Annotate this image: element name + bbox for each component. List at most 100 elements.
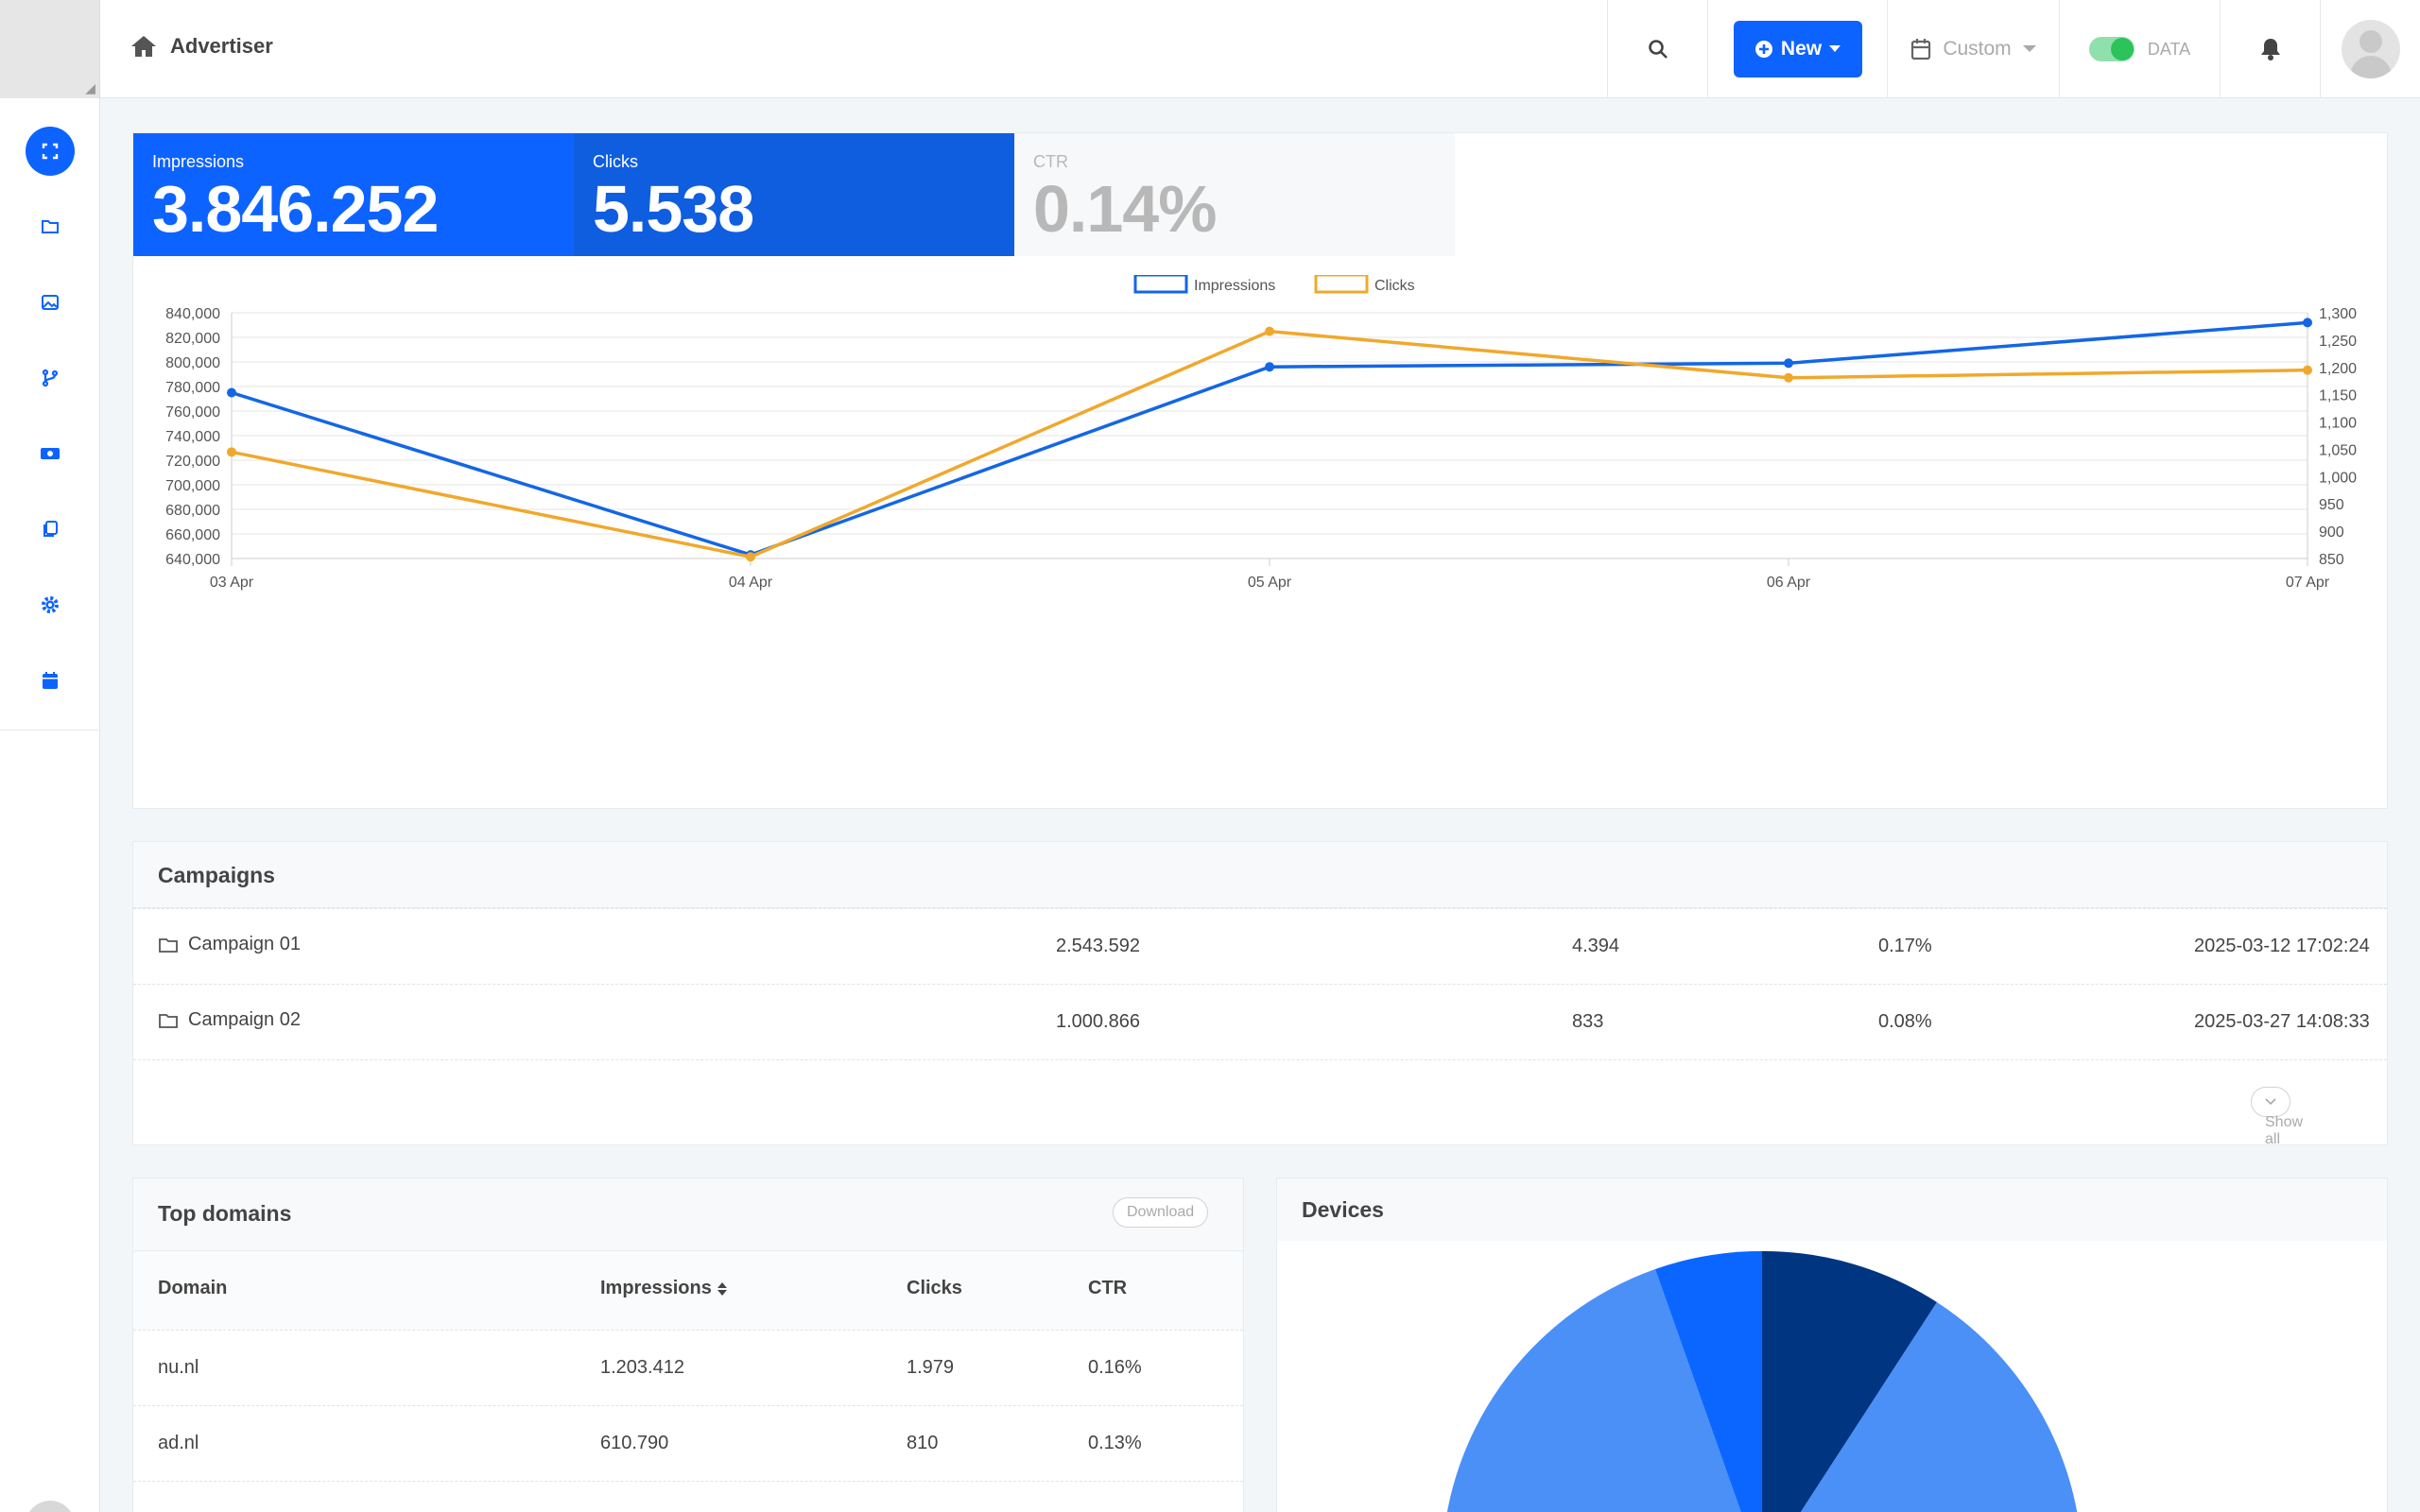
impressions-clicks-chart: 840,000 820,000 800,000 780,000 760,000 740,0… xyxy=(165,275,2357,591)
y-tick-left: 640,000 xyxy=(165,552,220,568)
devices-card: Devices xyxy=(1276,1177,2388,1512)
search-button[interactable] xyxy=(1607,0,1707,98)
data-point-clicks xyxy=(2303,365,2312,375)
stat-impressions[interactable]: Impressions 3.846.252 xyxy=(133,133,574,256)
stat-clicks[interactable]: Clicks 5.538 xyxy=(574,133,1014,256)
campaign-name[interactable]: Campaign 02 xyxy=(188,1009,301,1030)
data-point-impressions xyxy=(227,387,236,398)
user-avatar xyxy=(2341,20,2400,78)
y-tick-right: 950 xyxy=(2319,497,2344,513)
table-row[interactable]: nu.nl 1.203.412 1.979 0.16% xyxy=(133,1330,1243,1405)
download-label: Download xyxy=(1127,1204,1195,1220)
chevron-down-icon xyxy=(2265,1098,2276,1106)
campaign-impressions: 1.000.866 xyxy=(1056,1011,1140,1032)
new-button[interactable]: New xyxy=(1733,21,1862,77)
stat-value: 5.538 xyxy=(593,172,754,246)
sidebar-item-creatives[interactable] xyxy=(26,278,75,327)
y-tick-left: 740,000 xyxy=(165,429,220,445)
sidebar-item-copy[interactable] xyxy=(26,505,75,554)
pie-slice-2 xyxy=(1800,1302,2078,1512)
x-tick-label: 05 Apr xyxy=(1248,575,1292,591)
campaign-impressions: 2.543.592 xyxy=(1056,936,1140,956)
campaign-name[interactable]: Campaign 01 xyxy=(188,934,301,954)
stat-label: Impressions xyxy=(152,152,245,171)
legend-label: Impressions xyxy=(1194,278,1275,294)
copy-icon xyxy=(43,521,58,537)
folder-icon xyxy=(159,1013,178,1028)
domain-name: nu.nl xyxy=(158,1357,199,1378)
x-tick-label: 03 Apr xyxy=(210,575,254,591)
y-tick-right: 900 xyxy=(2319,524,2344,541)
domain-name: ad.nl xyxy=(158,1433,199,1453)
expand-icon xyxy=(42,143,59,160)
y-tick-left: 760,000 xyxy=(165,404,220,421)
money-bill-icon xyxy=(41,448,60,459)
data-point-clicks xyxy=(227,447,236,457)
toggle-switch[interactable] xyxy=(2088,37,2135,61)
bell-icon xyxy=(2260,39,2280,60)
y-tick-right: 1,100 xyxy=(2319,416,2357,432)
campaign-ctr: 0.17% xyxy=(1878,936,1932,956)
notifications-button[interactable] xyxy=(2220,0,2320,98)
campaigns-footer: Show all xyxy=(133,1059,2387,1147)
search-icon xyxy=(1648,40,1668,59)
data-point-clicks xyxy=(746,552,755,562)
data-point-impressions xyxy=(1784,358,1793,369)
devices-title: Devices xyxy=(1302,1197,1384,1222)
home-icon xyxy=(131,36,156,57)
domain-ctr: 0.13% xyxy=(1088,1433,1142,1453)
sidebar-item-campaigns[interactable] xyxy=(26,202,75,251)
column-domain[interactable]: Domain xyxy=(158,1278,228,1298)
download-button[interactable]: Download xyxy=(1113,1197,1209,1228)
data-point-clicks xyxy=(1265,326,1274,336)
devices-pie-chart xyxy=(1446,1250,2078,1512)
campaign-clicks: 4.394 xyxy=(1572,936,1620,956)
domain-ctr: 0.16% xyxy=(1088,1357,1142,1378)
user-menu[interactable] xyxy=(2320,0,2420,98)
table-header: Domain Impressions Clicks CTR xyxy=(133,1250,1243,1330)
column-clicks[interactable]: Clicks xyxy=(907,1278,962,1298)
stat-label: Clicks xyxy=(593,152,638,171)
sidebar-item-calendar[interactable] xyxy=(26,656,75,705)
table-row[interactable]: ad.nl 610.790 810 0.13% xyxy=(133,1405,1243,1481)
column-impressions[interactable]: Impressions xyxy=(600,1278,727,1299)
domain-impressions: 1.203.412 xyxy=(600,1357,684,1378)
y-tick-left: 800,000 xyxy=(165,355,220,371)
x-tick-label: 07 Apr xyxy=(2286,575,2330,591)
column-ctr[interactable]: CTR xyxy=(1088,1278,1128,1298)
y-tick-left: 660,000 xyxy=(165,527,220,543)
legend-label: Clicks xyxy=(1374,278,1415,294)
sidebar-item-expand[interactable] xyxy=(26,127,75,176)
y-tick-right: 1,150 xyxy=(2319,388,2357,404)
domain-clicks: 810 xyxy=(907,1433,939,1453)
caret-down-icon xyxy=(1829,45,1841,52)
show-all-button[interactable]: Show all xyxy=(2251,1087,2303,1147)
table-row[interactable] xyxy=(133,1481,1243,1512)
x-tick-label: 04 Apr xyxy=(729,575,773,591)
date-range-select[interactable]: Custom xyxy=(1887,0,2059,98)
stat-value: 3.846.252 xyxy=(152,172,439,246)
y-tick-left: 680,000 xyxy=(165,503,220,519)
stat-value: 0.14% xyxy=(1033,172,1217,246)
sidebar-item-settings[interactable] xyxy=(26,580,75,629)
stat-ctr[interactable]: CTR 0.14% xyxy=(1014,133,1455,256)
campaigns-title: Campaigns xyxy=(158,863,275,887)
breadcrumb[interactable]: Advertiser xyxy=(130,34,273,59)
campaign-ctr: 0.08% xyxy=(1878,1011,1932,1032)
new-button-label: New xyxy=(1780,38,1823,60)
data-toggle[interactable]: DATA xyxy=(2059,0,2220,98)
sidebar-avatar[interactable] xyxy=(26,1501,75,1512)
resize-grip-icon[interactable]: ◢ xyxy=(85,80,95,95)
campaign-date: 2025-03-12 17:02:24 xyxy=(2194,936,2370,956)
sidebar-item-branches[interactable] xyxy=(26,353,75,403)
y-tick-left: 820,000 xyxy=(165,331,220,347)
y-tick-left: 840,000 xyxy=(165,306,220,322)
calendar-icon xyxy=(1911,39,1931,60)
x-tick-label: 06 Apr xyxy=(1767,575,1811,591)
top-domains-title: Top domains xyxy=(158,1201,292,1226)
y-tick-right: 1,050 xyxy=(2319,442,2357,458)
table-row[interactable]: Campaign 01 2.543.592 4.394 0.17% 2025-0… xyxy=(133,908,2387,984)
caret-down-icon xyxy=(2022,45,2036,52)
sidebar-item-billing[interactable] xyxy=(26,429,75,478)
table-row[interactable]: Campaign 02 1.000.866 833 0.08% 2025-03-… xyxy=(133,984,2387,1059)
